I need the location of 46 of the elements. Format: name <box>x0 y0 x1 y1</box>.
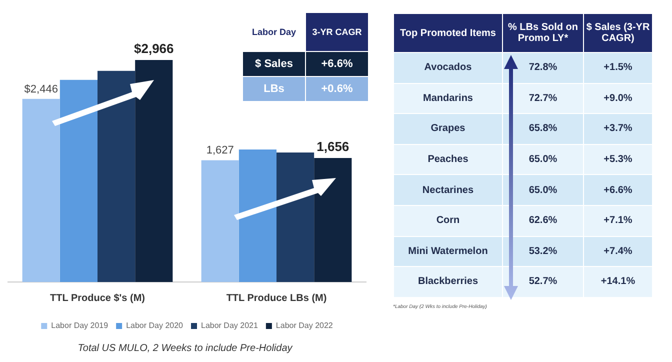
x-tick-label: TTL Produce $'s (M) <box>50 292 145 304</box>
series-label: $ Sales (3-YR CAGR) <box>584 14 652 52</box>
category-label: Mini Watermelon <box>394 236 502 267</box>
legend-label: Labor Day 2021 <box>201 321 258 330</box>
data-label: 52.7% <box>502 266 584 298</box>
category-label: Avocados <box>394 52 502 84</box>
data-label: +14.1% <box>584 266 652 298</box>
category-label: Mandarins <box>394 83 502 114</box>
annotation: LBs <box>242 76 306 102</box>
bar <box>201 160 239 282</box>
category-label: Blackberries <box>394 266 502 298</box>
data-label: 72.7% <box>502 83 584 114</box>
category-label: Grapes <box>394 114 502 144</box>
annotation: $ Sales <box>242 52 306 76</box>
data-label: 65.0% <box>502 174 584 206</box>
annotation: +6.6% <box>306 52 368 76</box>
data-label: 62.6% <box>502 205 584 236</box>
data-label: +7.1% <box>584 205 652 236</box>
annotation: +0.6% <box>306 76 368 102</box>
category-label: Corn <box>394 205 502 236</box>
data-label: +1.5% <box>584 52 652 84</box>
data-label: 1,656 <box>316 139 350 154</box>
category-label: Nectarines <box>394 174 502 206</box>
data-label: 65.8% <box>502 114 584 144</box>
x-tick-label: TTL Produce LBs (M) <box>226 292 327 304</box>
data-label: +9.0% <box>584 83 652 114</box>
text: 3-YR CAGR <box>312 27 362 37</box>
series-label: % LBs Sold on Promo LY* <box>502 14 584 52</box>
data-label: $2,966 <box>134 41 174 56</box>
text: Labor Day <box>252 27 296 37</box>
data-label: $2,446 <box>24 83 58 96</box>
data-label: 1,627 <box>206 144 234 157</box>
category-label: Peaches <box>394 144 502 175</box>
data-label: +3.7% <box>584 114 652 144</box>
bar <box>22 98 60 282</box>
data-label: 53.2% <box>502 236 584 267</box>
legend-label: Labor Day 2022 <box>276 321 334 330</box>
legend-label: Labor Day 2020 <box>126 321 184 330</box>
text: Total US MULO, 2 Weeks to include Pre-Holiday <box>76 343 294 354</box>
text: Top Promoted Items <box>394 14 502 52</box>
data-label: 72.8% <box>502 52 584 84</box>
legend-label: Labor Day 2019 <box>51 321 109 330</box>
data-label: +5.3% <box>584 144 652 175</box>
data-label: +7.4% <box>584 236 652 267</box>
data-label: 65.0% <box>502 144 584 175</box>
data-label: +6.6% <box>584 174 652 206</box>
